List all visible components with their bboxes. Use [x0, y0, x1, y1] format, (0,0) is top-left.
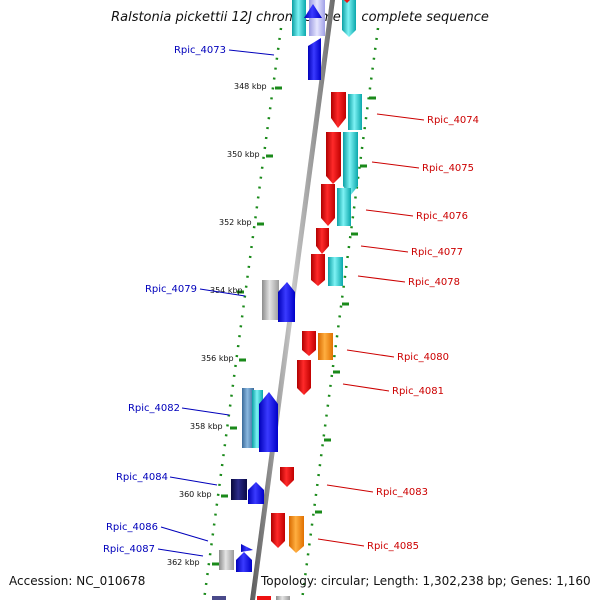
gene-label-rpic-4084[interactable]: Rpic_4084 — [116, 472, 168, 483]
leader-line — [376, 113, 425, 121]
scale-label: 360 kbp — [179, 490, 212, 499]
gene-block-rpic-4078 — [311, 254, 325, 286]
gene-block-rpic-4077 — [316, 228, 329, 254]
leader-line — [360, 245, 409, 253]
gene-labels-left: Rpic_4073 Rpic_4079 Rpic_4082 Rpic_4084 … — [103, 45, 226, 555]
leader-line — [199, 288, 246, 297]
leader-line — [357, 275, 406, 283]
gene-label-rpic-4075[interactable]: Rpic_4075 — [422, 163, 474, 174]
gene-block-rpic-4080 — [302, 331, 316, 356]
gene-label-rpic-4083[interactable]: Rpic_4083 — [376, 487, 428, 498]
leader-line — [160, 526, 209, 542]
outer-dotted-track — [300, 27, 380, 600]
leader-lines-right — [317, 113, 425, 547]
gene-label-rpic-4085[interactable]: Rpic_4085 — [367, 541, 419, 552]
gene-block-rpic-4079 — [278, 282, 295, 322]
scale-ticks — [212, 86, 376, 566]
leader-line — [326, 484, 374, 493]
gene-label-rpic-4086[interactable]: Rpic_4086 — [106, 522, 158, 533]
gene-label-rpic-4081[interactable]: Rpic_4081 — [392, 386, 444, 397]
gene-block-rpic-4086 — [241, 544, 253, 552]
scale-label: 350 kbp — [227, 150, 260, 159]
gene-block-top-cyan-left — [292, 0, 306, 36]
gene-block-cyan-4075 — [343, 132, 358, 196]
scale-label: 348 kbp — [234, 82, 267, 91]
scale-label: 356 kbp — [201, 354, 234, 363]
gene-label-rpic-4076[interactable]: Rpic_4076 — [416, 211, 468, 222]
gene-block-rpic-4085 — [271, 513, 285, 548]
genes-right-strand — [257, 0, 362, 600]
gene-block-bottom-navy — [212, 596, 226, 600]
leader-line — [365, 209, 414, 217]
gene-block-cyan-4074 — [348, 94, 362, 130]
leader-line — [157, 548, 204, 557]
scale-label: 358 kbp — [190, 422, 223, 431]
leader-line — [317, 538, 365, 547]
gene-block-rpic-4082 — [259, 392, 278, 452]
gene-block-rpic-4087 — [236, 552, 252, 572]
gene-label-rpic-4087[interactable]: Rpic_4087 — [103, 544, 155, 555]
leader-lines-left — [157, 49, 275, 557]
gene-label-rpic-4077[interactable]: Rpic_4077 — [411, 247, 463, 258]
gene-block-rpic-4084 — [231, 479, 247, 500]
scale-label: 352 kbp — [219, 218, 252, 227]
gene-block-rpic-4074 — [331, 92, 346, 128]
leader-line — [228, 49, 275, 56]
accession-text: Accession: NC_010678 — [9, 574, 146, 588]
gene-block-cyan-4076 — [337, 188, 351, 226]
gene-block-rpic-4075 — [326, 132, 341, 184]
gene-block-rpic-4073 — [308, 38, 321, 80]
leader-line — [181, 407, 230, 416]
gene-block-top-red — [344, 0, 350, 3]
scale-label: 362 kbp — [167, 558, 200, 567]
gene-block-steel-4082 — [242, 388, 254, 448]
gene-block-bottom-gray — [276, 596, 290, 600]
leader-line — [169, 476, 218, 486]
leader-line — [371, 161, 420, 169]
gene-labels-right: Rpic_4074 Rpic_4075 Rpic_4076 Rpic_4077 … — [367, 115, 479, 552]
topology-text: Topology: circular; Length: 1,302,238 bp… — [261, 574, 591, 588]
gene-block-top-blue-arrow — [304, 4, 322, 18]
gene-block-gray-4086 — [219, 550, 234, 570]
gene-block-bottom-red — [257, 596, 271, 600]
leader-line — [346, 349, 395, 358]
gene-block-orange-4085 — [289, 516, 304, 553]
leader-line — [342, 383, 390, 392]
scale-labels: 348 kbp 350 kbp 352 kbp 354 kbp 356 kbp … — [167, 82, 267, 567]
gene-block-rpic-4083 — [280, 467, 294, 487]
gene-block-rpic-4076 — [321, 184, 335, 226]
gene-block-rpic-4081 — [297, 360, 311, 395]
gene-block-cyan-4078 — [328, 257, 343, 286]
gene-label-rpic-4074[interactable]: Rpic_4074 — [427, 115, 479, 126]
gene-block-gray-4079 — [262, 280, 279, 320]
gene-label-rpic-4079[interactable]: Rpic_4079 — [145, 284, 197, 295]
gene-block-top-cyan — [342, 0, 356, 37]
gene-label-rpic-4073[interactable]: Rpic_4073 — [174, 45, 226, 56]
gene-label-rpic-4078[interactable]: Rpic_4078 — [408, 277, 460, 288]
gene-label-rpic-4082[interactable]: Rpic_4082 — [128, 403, 180, 414]
inner-dotted-track — [202, 27, 283, 600]
gene-block-blue-4084 — [248, 482, 264, 504]
gene-label-rpic-4080[interactable]: Rpic_4080 — [397, 352, 449, 363]
scale-label: 354 kbp — [210, 286, 243, 295]
gene-block-orange-4080 — [318, 333, 333, 360]
genes-left-strand — [212, 0, 325, 600]
